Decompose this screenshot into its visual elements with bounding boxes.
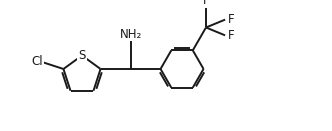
- Text: F: F: [203, 0, 209, 7]
- Text: F: F: [228, 29, 234, 42]
- Text: S: S: [78, 49, 86, 62]
- Text: Cl: Cl: [32, 55, 43, 68]
- Text: NH₂: NH₂: [120, 28, 142, 41]
- Text: F: F: [228, 13, 234, 26]
